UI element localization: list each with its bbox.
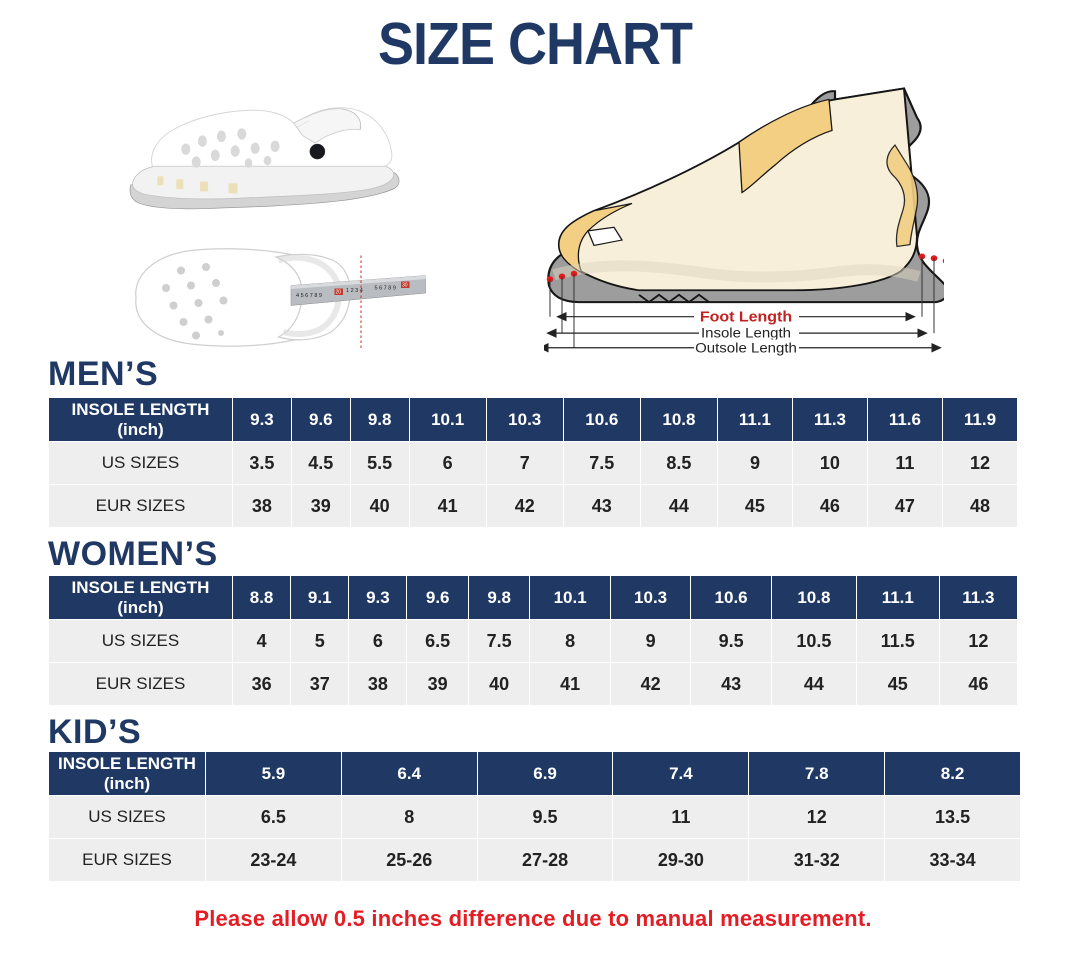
svg-text:20: 20 [336, 290, 342, 296]
svg-text:1 2 3 4: 1 2 3 4 [346, 288, 363, 294]
svg-text:4 5 6 7 8 9: 4 5 6 7 8 9 [296, 293, 322, 299]
svg-text:30: 30 [402, 283, 408, 289]
svg-text:Insole Length: Insole Length [701, 326, 791, 341]
svg-text:Foot Length: Foot Length [700, 309, 792, 325]
svg-text:5 6 7 8 9: 5 6 7 8 9 [375, 286, 396, 292]
svg-text:Outsole Length: Outsole Length [695, 341, 797, 356]
